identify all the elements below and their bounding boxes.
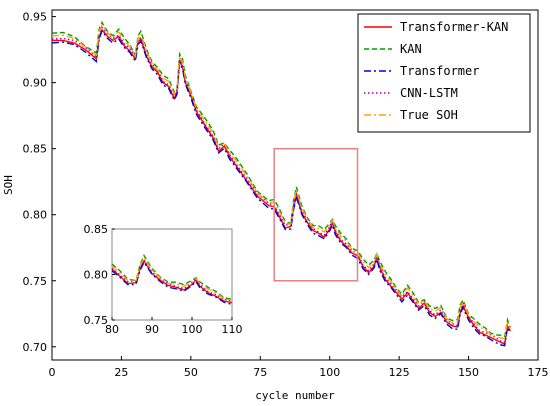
x-tick-labels: 0 25 50 75 100 125 150 175: [49, 366, 549, 379]
x-tick-label: 100: [319, 366, 340, 379]
x-tick-label: 25: [114, 366, 128, 379]
legend-label-3: CNN-LSTM: [400, 86, 458, 100]
inset-y-tick-label: 0.80: [84, 269, 109, 282]
x-tick-label: 0: [49, 366, 56, 379]
main-tick-marks: [51, 16, 539, 360]
inset-series-lines: [111, 253, 233, 306]
y-tick-label: 0.95: [23, 11, 48, 24]
series-line-4: [51, 23, 511, 340]
inset-x-tick-label: 110: [222, 323, 243, 336]
x-axis-label: cycle number: [255, 389, 335, 402]
legend-label-4: True SOH: [400, 108, 458, 122]
inset-chart: 80 90 100 110 0.75 0.80 0.85: [84, 223, 243, 336]
y-tick-label: 0.80: [23, 209, 48, 222]
y-tick-labels: 0.70 0.75 0.80 0.85 0.90 0.95: [23, 11, 48, 354]
inset-series-line-2: [111, 260, 233, 306]
x-tick-label: 175: [528, 366, 549, 379]
x-tick-label: 125: [389, 366, 410, 379]
inset-y-tick-label: 0.75: [84, 314, 109, 327]
inset-series-line-0: [111, 259, 233, 304]
y-tick-label: 0.85: [23, 143, 48, 156]
main-series-lines: [51, 20, 511, 347]
inset-x-tick-label: 100: [182, 323, 203, 336]
legend: Transformer-KAN KAN Transformer CNN-LSTM Tru…: [357, 13, 531, 133]
x-tick-label: 150: [458, 366, 479, 379]
inset-y-tick-label: 0.85: [84, 223, 109, 236]
inset-series-line-4: [111, 255, 233, 302]
x-tick-label: 50: [184, 366, 198, 379]
y-tick-label: 0.90: [23, 77, 48, 90]
y-tick-label: 0.70: [23, 341, 48, 354]
legend-box: [357, 13, 531, 133]
series-line-2: [51, 29, 511, 347]
inset-x-tick-label: 90: [145, 323, 159, 336]
inset-y-tick-labels: 0.75 0.80 0.85: [84, 223, 115, 327]
legend-label-1: KAN: [400, 42, 422, 56]
inset-x-tick-labels: 80 90 100 110: [105, 317, 243, 336]
legend-label-2: Transformer: [400, 64, 479, 78]
inset-x-tick-label: 80: [105, 323, 119, 336]
y-tick-label: 0.75: [23, 275, 48, 288]
plot-frame: [51, 9, 539, 361]
inset-background: [111, 228, 233, 321]
x-tick-label: 75: [253, 366, 267, 379]
y-axis-label: SOH: [2, 175, 15, 195]
inset-series-line-1: [111, 253, 233, 300]
legend-label-0: Transformer-KAN: [400, 20, 508, 34]
zoom-highlight-box: [273, 147, 359, 282]
